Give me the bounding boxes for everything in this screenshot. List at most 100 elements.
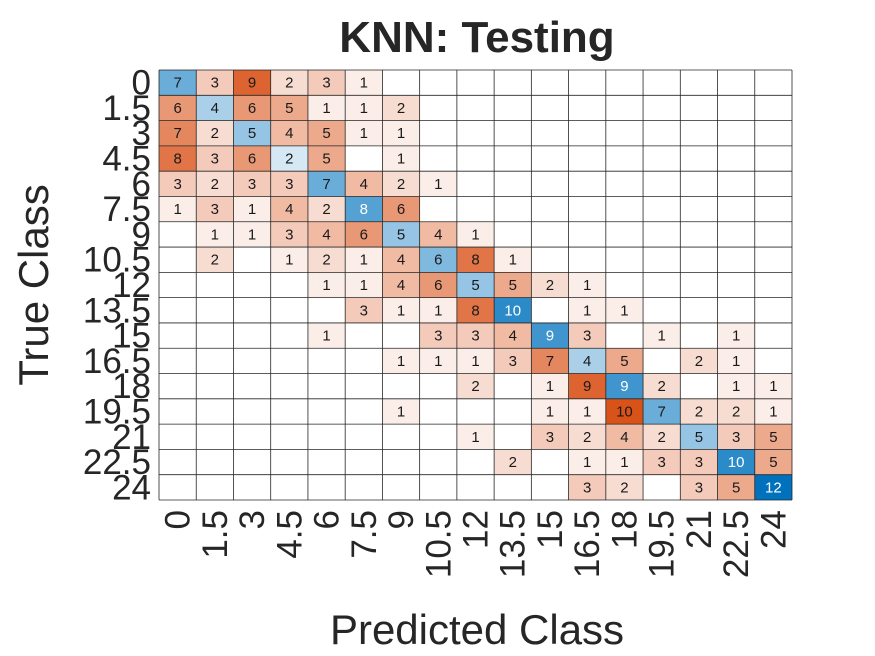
matrix-cell-4-7 bbox=[419, 171, 457, 197]
matrix-cell-value-15-12: 1 bbox=[620, 454, 628, 471]
matrix-cell-14-15 bbox=[717, 424, 755, 450]
matrix-cell-value-3-1: 3 bbox=[211, 151, 219, 168]
x-tick-label: 4.5 bbox=[270, 510, 309, 559]
matrix-cell-6-8 bbox=[456, 221, 495, 248]
matrix-cell-14-10 bbox=[531, 424, 569, 450]
matrix-cell-11-12 bbox=[605, 348, 644, 374]
matrix-cell-value-6-6: 5 bbox=[397, 226, 405, 243]
matrix-cell-value-10-15: 1 bbox=[732, 328, 740, 345]
matrix-cell-8-7 bbox=[419, 272, 457, 298]
matrix-cell-value-8-4: 1 bbox=[322, 277, 330, 294]
matrix-cell-11-10 bbox=[531, 348, 569, 374]
x-tick-label: 7.5 bbox=[345, 510, 384, 559]
matrix-cell-value-6-1: 1 bbox=[211, 226, 219, 243]
matrix-cell-value-11-11: 4 bbox=[583, 353, 591, 370]
matrix-cell-14-13 bbox=[643, 424, 681, 450]
matrix-cell-4-2 bbox=[233, 171, 271, 197]
matrix-cell-6-4 bbox=[307, 221, 346, 248]
y-tick-label: 24 bbox=[112, 468, 151, 507]
matrix-cell-value-1-6: 2 bbox=[397, 100, 405, 117]
matrix-cell-value-12-13: 2 bbox=[658, 378, 666, 395]
matrix-cell-1-3 bbox=[270, 95, 308, 121]
matrix-cell-value-13-15: 2 bbox=[732, 403, 740, 420]
matrix-cell-6-3 bbox=[270, 221, 308, 248]
matrix-cell-value-8-10: 2 bbox=[546, 277, 554, 294]
y-tick-label: 13.5 bbox=[83, 291, 151, 330]
matrix-cell-7-6 bbox=[382, 247, 420, 273]
matrix-cell-0-0 bbox=[159, 70, 197, 96]
matrix-cell-value-6-3: 3 bbox=[285, 226, 293, 243]
matrix-cell-12-12 bbox=[605, 373, 644, 399]
matrix-cell-15-16 bbox=[754, 449, 792, 475]
matrix-cell-value-6-4: 4 bbox=[322, 226, 330, 243]
x-tick-label: 15 bbox=[531, 510, 570, 549]
matrix-cell-15-14 bbox=[680, 449, 718, 475]
y-tick-label: 6 bbox=[132, 165, 151, 204]
matrix-cell-6-2 bbox=[233, 221, 271, 248]
matrix-cell-value-1-3: 5 bbox=[285, 100, 293, 117]
matrix-cell-7-7 bbox=[419, 247, 457, 273]
matrix-cell-value-9-9: 10 bbox=[504, 302, 521, 319]
x-tick-label: 3 bbox=[233, 510, 272, 529]
matrix-cell-8-5 bbox=[345, 272, 383, 298]
matrix-cell-value-15-16: 5 bbox=[769, 454, 777, 471]
matrix-cell-value-13-14: 2 bbox=[695, 403, 703, 420]
matrix-cell-16-15 bbox=[717, 474, 755, 500]
matrix-cell-value-16-16: 12 bbox=[765, 479, 782, 496]
matrix-cell-value-12-11: 9 bbox=[583, 378, 591, 395]
matrix-cell-9-9 bbox=[494, 297, 532, 323]
y-tick-label: 4.5 bbox=[102, 140, 151, 179]
matrix-cell-7-3 bbox=[270, 247, 308, 273]
matrix-cell-value-14-16: 5 bbox=[769, 429, 777, 446]
matrix-cell-10-13 bbox=[643, 322, 681, 349]
matrix-cell-7-9 bbox=[494, 247, 532, 273]
matrix-cell-10-11 bbox=[568, 322, 606, 349]
matrix-cell-value-15-13: 3 bbox=[658, 454, 666, 471]
matrix-cell-value-5-5: 8 bbox=[360, 201, 368, 218]
matrix-cell-3-4 bbox=[307, 145, 346, 172]
x-tick-label: 21 bbox=[680, 510, 719, 549]
matrix-cell-16-14 bbox=[680, 474, 718, 500]
y-tick-labels: 01.534.567.5910.51213.51516.51819.52122.… bbox=[83, 64, 151, 508]
matrix-cell-value-10-13: 1 bbox=[658, 328, 666, 345]
matrix-cell-value-7-6: 4 bbox=[397, 252, 405, 269]
matrix-cell-value-14-14: 5 bbox=[695, 429, 703, 446]
matrix-cell-value-11-6: 1 bbox=[397, 353, 405, 370]
matrix-cell-value-4-3: 3 bbox=[285, 176, 293, 193]
matrix-cell-value-10-10: 9 bbox=[546, 328, 554, 345]
matrix-cell-value-9-5: 3 bbox=[360, 302, 368, 319]
matrix-cell-value-11-12: 5 bbox=[620, 353, 628, 370]
matrix-cell-0-4 bbox=[307, 70, 346, 96]
matrix-cell-value-2-0: 7 bbox=[173, 125, 181, 142]
matrix-cell-1-4 bbox=[307, 95, 346, 121]
y-tick-label: 15 bbox=[112, 317, 151, 356]
y-tick-label: 10.5 bbox=[83, 241, 151, 280]
matrix-cell-value-15-11: 1 bbox=[583, 454, 591, 471]
matrix-cell-value-8-7: 6 bbox=[434, 277, 442, 294]
matrix-cell-1-0 bbox=[159, 95, 197, 121]
matrix-cell-9-7 bbox=[419, 297, 457, 323]
matrix-cell-value-16-14: 3 bbox=[695, 479, 703, 496]
matrix-cell-1-2 bbox=[233, 95, 271, 121]
x-tick-label: 24 bbox=[754, 510, 793, 549]
matrix-cell-value-2-2: 5 bbox=[248, 125, 256, 142]
matrix-cell-13-13 bbox=[643, 398, 681, 425]
matrix-cell-3-1 bbox=[196, 145, 234, 172]
matrix-cell-2-0 bbox=[159, 120, 197, 146]
matrix-cell-3-0 bbox=[159, 145, 197, 172]
x-tick-label: 9 bbox=[382, 510, 421, 529]
y-tick-label: 9 bbox=[132, 215, 151, 254]
matrix-cell-value-14-15: 3 bbox=[732, 429, 740, 446]
x-tick-label: 13.5 bbox=[494, 510, 533, 578]
matrix-cell-value-9-12: 1 bbox=[620, 302, 628, 319]
matrix-cell-value-3-3: 2 bbox=[285, 151, 293, 168]
matrix-cell-7-1 bbox=[196, 247, 234, 273]
matrix-cell-value-9-6: 1 bbox=[397, 302, 405, 319]
matrix-cell-10-9 bbox=[494, 322, 532, 349]
matrix-cell-11-11 bbox=[568, 348, 606, 374]
matrix-cell-16-12 bbox=[605, 474, 644, 500]
matrix-cell-5-4 bbox=[307, 196, 346, 222]
matrix-cell-5-5 bbox=[345, 196, 383, 222]
matrix-cell-5-2 bbox=[233, 196, 271, 222]
matrix-cell-value-6-7: 4 bbox=[434, 226, 442, 243]
